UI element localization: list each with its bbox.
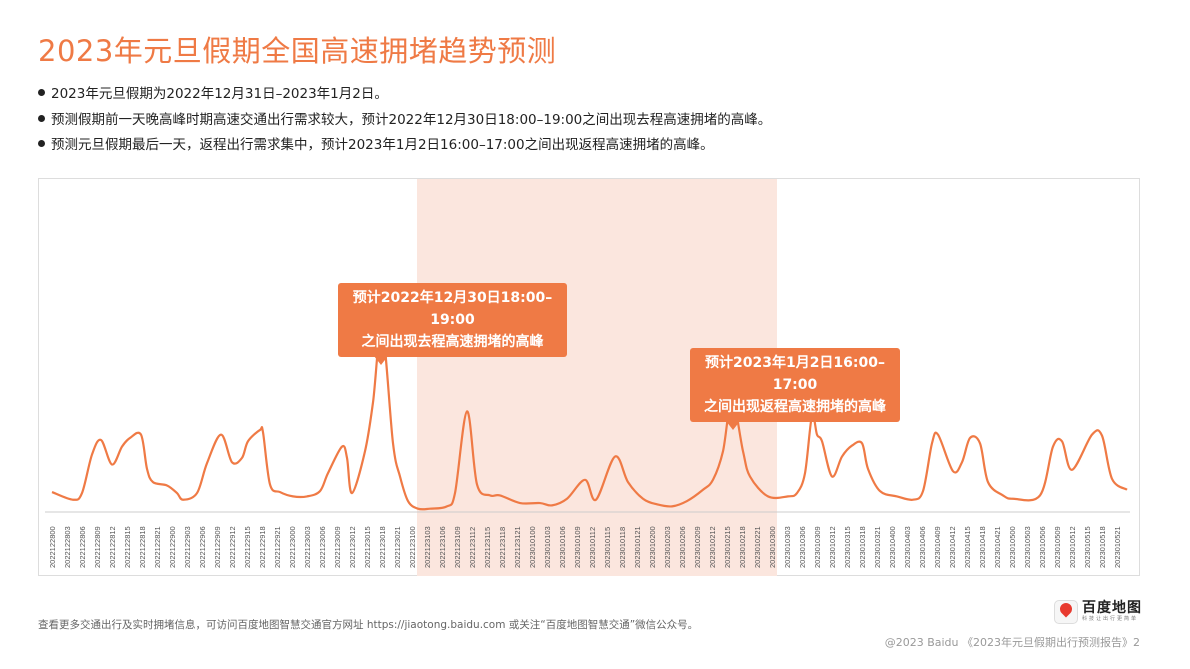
x-tick-label: 2022122821: [153, 526, 162, 568]
x-tick-label: 2022122818: [138, 526, 147, 568]
x-tick-label: 2023010412: [948, 526, 957, 568]
baidu-map-logo: 百度地图 科技让出行更简单: [1054, 600, 1142, 624]
x-tick-label: 2023010400: [888, 526, 897, 568]
callout-line: 之间出现返程高速拥堵的高峰: [704, 399, 886, 415]
x-tick-label: 2023010521: [1113, 526, 1122, 568]
x-tick-label: 2023010506: [1038, 526, 1047, 568]
x-tick-label: 2023010306: [798, 526, 807, 568]
x-tick-label: 2022122815: [123, 526, 132, 568]
x-tick-label: 2022123018: [378, 526, 387, 568]
x-tick-label: 2022123000: [288, 526, 297, 568]
x-tick-label: 2023010409: [933, 526, 942, 568]
x-tick-label: 2022123103: [423, 526, 432, 568]
x-tick-label: 2023010109: [573, 526, 582, 568]
summary-bullets: 2023年元旦假期为2022年12月31日–2023年1月2日。 预测假期前一天…: [38, 84, 771, 161]
x-tick-label: 2022122918: [258, 526, 267, 568]
x-tick-label: 2023010515: [1083, 526, 1092, 568]
x-tick-label: 2023010406: [918, 526, 927, 568]
x-tick-label: 2022122800: [48, 526, 57, 568]
x-tick-label: 2022122900: [168, 526, 177, 568]
logo-name: 百度地图: [1082, 600, 1142, 616]
x-tick-label: 2023010121: [633, 526, 642, 568]
x-tick-label: 2022123100: [408, 526, 417, 568]
page-title: 2023年元旦假期全国高速拥堵趋势预测: [38, 34, 557, 68]
footnote: 查看更多交通出行及实时拥堵信息，可访问百度地图智慧交通官方网址 https://…: [38, 619, 699, 631]
bullet-item: 2023年元旦假期为2022年12月31日–2023年1月2日。: [38, 84, 771, 110]
x-tick-label: 2023010421: [993, 526, 1002, 568]
bullet-item: 预测假期前一天晚高峰时期高速交通出行需求较大，预计2022年12月30日18:0…: [38, 110, 771, 136]
x-tick-label: 2022123012: [348, 526, 357, 568]
x-tick-label: 2022122806: [78, 526, 87, 568]
x-tick-label: 2023010503: [1023, 526, 1032, 568]
x-tick-label: 2023010218: [738, 526, 747, 568]
x-tick-label: 2022122812: [108, 526, 117, 568]
x-tick-label: 2022122915: [243, 526, 252, 568]
outbound-peak-callout: 预计2022年12月30日18:00–19:00 之间出现去程高速拥堵的高峰: [338, 283, 567, 365]
return-peak-callout: 预计2023年1月2日16:00–17:00 之间出现返程高速拥堵的高峰: [690, 348, 900, 430]
x-tick-label: 2023010318: [858, 526, 867, 568]
x-tick-label: 2022122906: [198, 526, 207, 568]
map-pin-icon: [1054, 600, 1078, 624]
x-tick-label: 2023010300: [768, 526, 777, 568]
x-tick-label: 2022122809: [93, 526, 102, 568]
x-tick-label: 2023010100: [528, 526, 537, 568]
x-tick-label: 2023010403: [903, 526, 912, 568]
x-tick-label: 2022123121: [513, 526, 522, 568]
x-tick-label: 2023010315: [843, 526, 852, 568]
x-tick-label: 2023010209: [693, 526, 702, 568]
callout-line: 预计2023年1月2日16:00–17:00: [704, 355, 885, 393]
x-tick-label: 2023010221: [753, 526, 762, 568]
x-tick-label: 2023010212: [708, 526, 717, 568]
x-tick-label: 2022123021: [393, 526, 402, 568]
logo-tagline: 科技让出行更简单: [1082, 616, 1139, 622]
x-tick-label: 2022122903: [183, 526, 192, 568]
x-tick-label: 2023010206: [678, 526, 687, 568]
x-tick-label: 2023010215: [723, 526, 732, 568]
x-tick-label: 2023010518: [1098, 526, 1107, 568]
x-tick-label: 2022122921: [273, 526, 282, 568]
x-tick-label: 2023010312: [828, 526, 837, 568]
x-tick-label: 2022123106: [438, 526, 447, 568]
x-tick-label: 2023010106: [558, 526, 567, 568]
x-tick-label: 2023010509: [1053, 526, 1062, 568]
copyright: @2023 Baidu 《2023年元旦假期出行预测报告》2: [884, 636, 1140, 649]
x-tick-label: 2023010115: [603, 527, 612, 568]
x-tick-label: 2023010118: [618, 527, 627, 568]
x-tick-label: 2023010309: [813, 526, 822, 568]
x-tick-label: 2022123015: [363, 526, 372, 568]
x-tick-label: 2022123112: [468, 527, 477, 568]
x-tick-label: 2022123003: [303, 526, 312, 568]
x-tick-label: 2023010200: [648, 526, 657, 568]
x-tick-label: 2022123118: [498, 527, 507, 568]
x-tick-label: 2022122912: [228, 526, 237, 568]
x-tick-label: 2022122803: [63, 526, 72, 568]
x-tick-label: 2023010500: [1008, 526, 1017, 568]
bullet-item: 预测元旦假期最后一天，返程出行需求集中，预计2023年1月2日16:00–17:…: [38, 135, 771, 161]
x-tick-label: 2023010112: [588, 527, 597, 568]
x-tick-label: 2022122909: [213, 526, 222, 568]
x-tick-label: 2022123115: [483, 527, 492, 568]
callout-line: 之间出现去程高速拥堵的高峰: [361, 334, 544, 350]
x-tick-label: 2023010418: [978, 526, 987, 568]
x-tick-label: 2023010303: [783, 526, 792, 568]
x-tick-label: 2023010321: [873, 526, 882, 568]
x-tick-label: 2022123109: [453, 526, 462, 568]
x-tick-label: 2023010415: [963, 526, 972, 568]
x-tick-label: 2022123006: [318, 526, 327, 568]
callout-line: 预计2022年12月30日18:00–19:00: [352, 290, 553, 328]
x-tick-label: 2022123009: [333, 526, 342, 568]
x-tick-label: 2023010203: [663, 526, 672, 568]
congestion-series-line: [51, 327, 1128, 511]
x-tick-label: 2023010103: [543, 526, 552, 568]
congestion-trend-chart: 2022122800 2022122803 2022122806 2022122809…: [45, 179, 1130, 576]
x-tick-label: 2023010512: [1068, 526, 1077, 568]
